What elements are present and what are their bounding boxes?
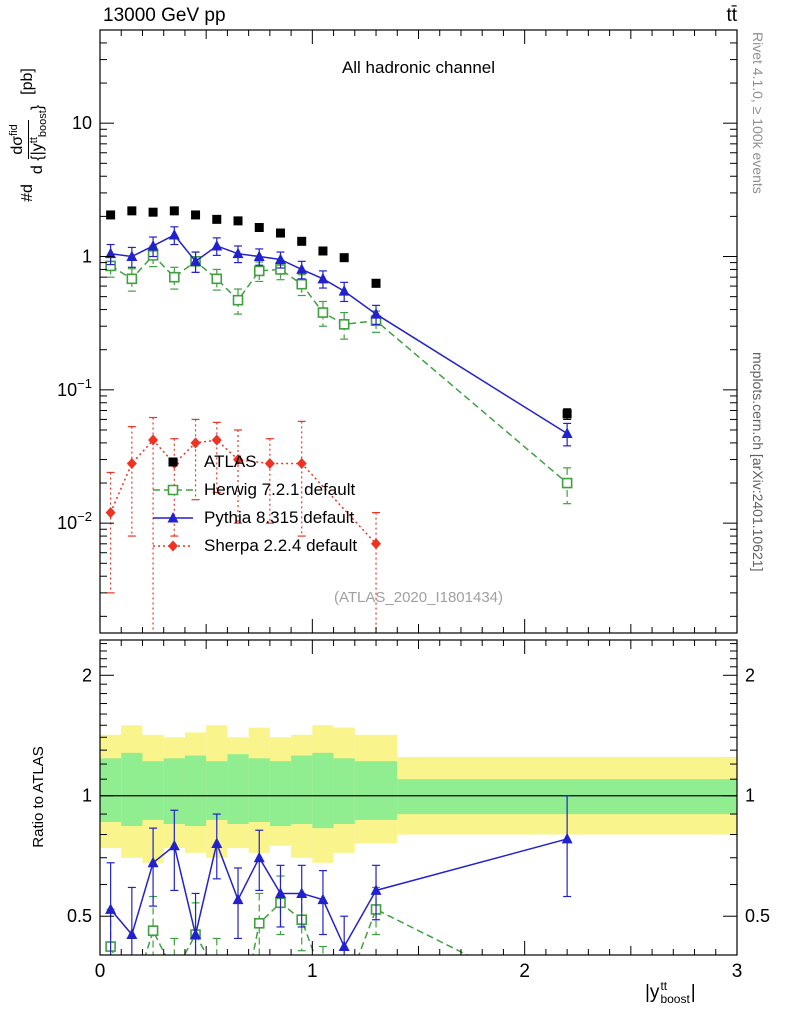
herwig-marker-icon (153, 484, 193, 496)
svg-text:1: 1 (82, 247, 92, 267)
analysis-watermark: (ATLAS_2020_I1801434) (333, 589, 503, 606)
legend-item-pythia: Pythia 8.315 default (150, 504, 357, 532)
main-y-axis-label: #d dσfid d {|yttboost} [pb] (2, 20, 54, 250)
svg-text:2: 2 (519, 961, 530, 982)
process-title: tt̄ (726, 5, 737, 26)
svg-text:1: 1 (745, 786, 755, 806)
rivet-version-note: Rivet 4.1.0, ≥ 100k events (750, 32, 766, 194)
svg-text:1: 1 (82, 786, 92, 806)
legend-label: Herwig 7.2.1 default (204, 480, 356, 499)
svg-text:10: 10 (72, 113, 92, 133)
channel-label: All hadronic channel (341, 58, 496, 77)
y-label-fraction: dσfid d {|yttboost} (8, 104, 49, 175)
legend-label: Sherpa 2.2.4 default (204, 536, 358, 555)
ratio-y-axis-label: Ratio to ATLAS (30, 746, 47, 848)
legend-label: ATLAS (204, 452, 257, 471)
pythia-marker-icon (153, 512, 193, 523)
svg-text:0.5: 0.5 (745, 906, 770, 926)
x-axis-label: |y tt boost | (645, 979, 696, 1006)
mcplots-reference-note: mcplots.cern.ch [arXiv:2401.10621] (750, 352, 766, 572)
atlas-marker-icon (168, 457, 178, 467)
beam-energy-title: 13000 GeV pp (103, 5, 226, 26)
svg-text:10−2: 10−2 (57, 509, 92, 533)
svg-text:2: 2 (82, 665, 92, 685)
svg-text:3: 3 (732, 961, 743, 982)
svg-text:2: 2 (745, 665, 755, 685)
svg-text:10−1: 10−1 (57, 376, 92, 400)
legend-item-herwig: Herwig 7.2.1 default (150, 476, 357, 504)
svg-text:0: 0 (95, 961, 106, 982)
y-label-unit: [pb] (19, 68, 36, 95)
sherpa-marker-icon (153, 540, 193, 552)
svg-text:1: 1 (307, 961, 318, 982)
legend-item-sherpa: Sherpa 2.2.4 default (150, 532, 357, 560)
legend: ATLAS Herwig 7.2.1 default Pythia 8.315 … (150, 448, 357, 560)
legend-label: Pythia 8.315 default (204, 508, 355, 527)
svg-text:0.5: 0.5 (67, 906, 92, 926)
y-label-prefix: #d (19, 184, 36, 202)
legend-item-atlas: ATLAS (150, 448, 357, 476)
